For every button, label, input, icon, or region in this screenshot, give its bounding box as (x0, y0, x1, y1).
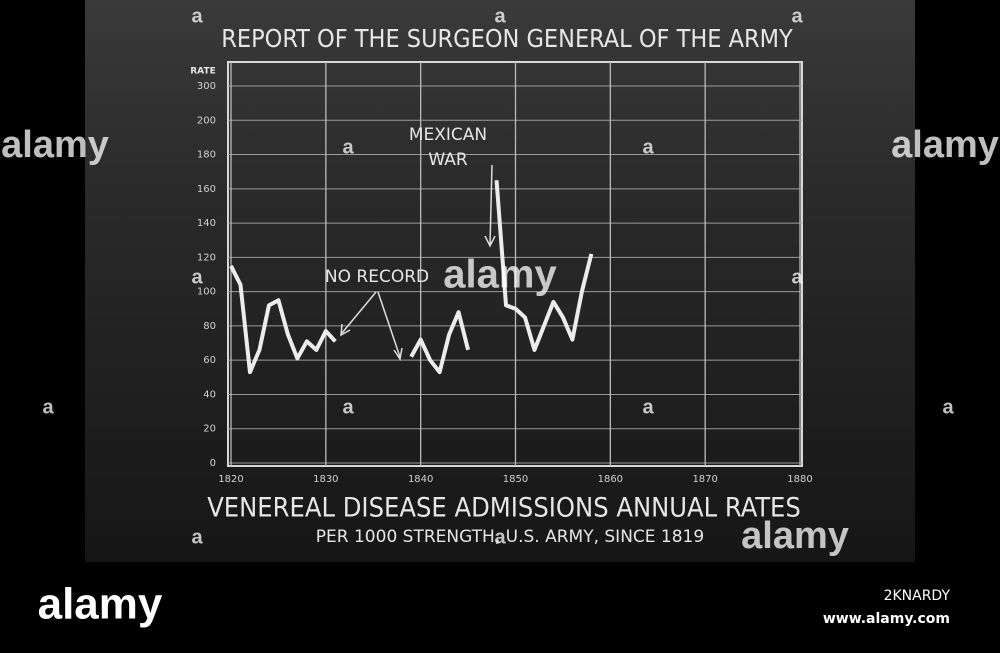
x-tick-label: 1870 (692, 474, 717, 485)
annotation: NO RECORD (325, 267, 429, 287)
watermark: alamy (443, 253, 557, 297)
x-tick-label: 1880 (787, 474, 812, 485)
logo: alamy (38, 580, 163, 629)
site-url: www.alamy.com (823, 611, 950, 627)
arrow (484, 164, 496, 248)
y-tick-label: 40 (203, 389, 216, 400)
y-tick-label: 180 (197, 150, 216, 161)
annotation: WAR (428, 150, 468, 170)
y-tick-label: 0 (210, 458, 216, 469)
watermark-letter: a (191, 5, 203, 27)
arrows (340, 164, 496, 361)
watermark: alamy (741, 515, 849, 557)
x-tick-label: 1820 (218, 474, 243, 485)
chart-title: REPORT OF THE SURGEON GENERAL OF THE ARM… (221, 24, 793, 53)
watermark-letter: a (494, 526, 506, 548)
watermark-letter: a (342, 396, 354, 418)
data-line (229, 180, 594, 375)
watermark-letter: a (342, 136, 354, 158)
watermark: alamy (891, 124, 999, 166)
watermark-letter: a (191, 526, 203, 548)
y-axis-label: RATE (190, 67, 215, 77)
watermarks: alamy alamy alamy alamy alamy 2KNARDY ww… (1, 124, 999, 629)
arrow (377, 291, 403, 361)
x-tick-label: 1830 (313, 474, 338, 485)
y-tick-label: 200 (197, 115, 216, 126)
y-tick-label: 20 (203, 424, 216, 435)
chart-subtitle: VENEREAL DISEASE ADMISSIONS ANNUAL RATES (207, 493, 801, 524)
y-tick-label: 120 (197, 252, 216, 263)
watermark-letter: a (42, 396, 54, 418)
watermark-letter: a (642, 136, 654, 158)
watermark-letter: a (494, 5, 506, 27)
watermark: alamy (1, 124, 109, 166)
chart-caption: PER 1000 STRENGTH, U.S. ARMY, SINCE 1819 (316, 527, 704, 547)
film-frame (85, 0, 915, 562)
watermark-letters: a a a a a a a a a a a a a (42, 5, 954, 548)
watermark-letter: a (942, 396, 954, 418)
y-tick-label: 300 (197, 81, 216, 92)
y-tick-label: 140 (197, 218, 216, 229)
watermark-letter: a (642, 396, 654, 418)
x-tick-label: 1840 (408, 474, 433, 485)
y-tick-label: 80 (203, 321, 216, 332)
watermark-letter: a (191, 266, 203, 288)
watermark-letter: a (791, 266, 803, 288)
y-tick-label: 160 (197, 184, 216, 195)
y-tick-label: 60 (203, 355, 216, 366)
watermark-letter: a (791, 5, 803, 27)
annotation: MEXICAN (409, 125, 487, 145)
plot: 0 20 40 60 80 100 120 140 160 180 200 300 1820 1830 18… (197, 62, 813, 485)
x-tick-label: 1850 (503, 474, 528, 485)
x-tick-label: 1860 (598, 474, 623, 485)
image-id: 2KNARDY (884, 588, 951, 604)
y-tick-label: 100 (197, 287, 216, 298)
arrow (340, 291, 377, 337)
